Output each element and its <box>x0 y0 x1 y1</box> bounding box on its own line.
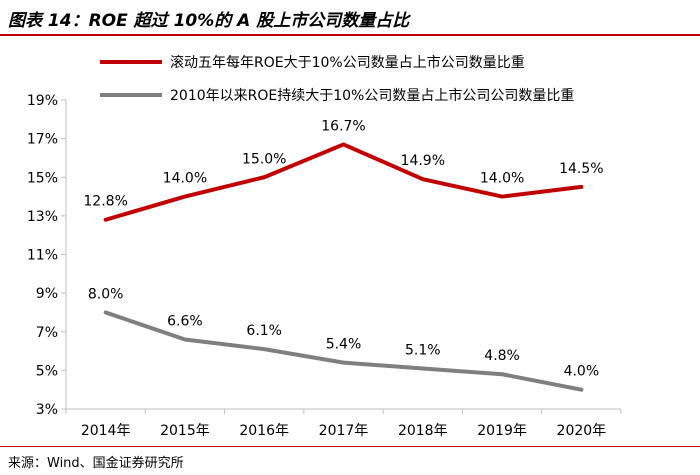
data-label: 8.0% <box>88 286 124 302</box>
data-label: 5.4% <box>326 337 362 353</box>
y-tick-label: 9% <box>36 286 58 302</box>
data-label: 5.1% <box>405 342 441 358</box>
data-label: 6.6% <box>167 313 203 329</box>
x-tick-label: 2017年 <box>319 423 369 439</box>
data-label: 14.9% <box>401 153 445 169</box>
data-label: 14.0% <box>163 171 207 187</box>
x-tick-label: 2020年 <box>557 423 607 439</box>
legend: 滚动五年每年ROE大于10%公司数量占上市公司数量比重 2010年以来ROE持续… <box>100 54 574 104</box>
data-label: 4.8% <box>484 348 520 364</box>
x-tick-label: 2018年 <box>398 423 448 439</box>
y-tick-label: 5% <box>36 363 58 379</box>
x-tick-label: 2015年 <box>160 423 210 439</box>
source-note: 来源：Wind、国金证券研究所 <box>8 456 184 471</box>
legend-label-rolling-roe: 滚动五年每年ROE大于10%公司数量占上市公司数量比重 <box>170 54 525 71</box>
data-label: 15.0% <box>242 151 286 167</box>
x-tick-label: 2016年 <box>239 423 289 439</box>
rolling-roe-line <box>103 142 584 222</box>
x-tick-label: 2019年 <box>477 423 527 439</box>
data-label: 16.7% <box>321 118 365 134</box>
y-tick-label: 19% <box>27 93 58 109</box>
title-rule <box>0 34 700 36</box>
x-tick-label: 2014年 <box>81 423 131 439</box>
legend-label-persistent-roe: 2010年以来ROE持续大于10%公司数量占上市公司公司数量比重 <box>170 87 574 104</box>
y-tick-label: 13% <box>27 209 58 225</box>
y-tick-label: 3% <box>36 402 58 418</box>
data-label: 4.0% <box>564 364 600 380</box>
persistent-roe-line <box>103 310 584 392</box>
y-tick-label: 15% <box>27 170 58 186</box>
series-lines <box>103 142 584 392</box>
x-axis-ticks: 2014年 2015年 2016年 2017年 2018年 2019年 2020年 <box>65 409 622 439</box>
y-tick-label: 11% <box>27 248 58 264</box>
data-label: 12.8% <box>83 194 127 210</box>
figure-title: 图表 14：ROE 超过 10%的 A 股上市公司数量占比 <box>8 11 410 31</box>
y-tick-label: 7% <box>36 325 58 341</box>
data-label: 6.1% <box>246 323 282 339</box>
source-rule <box>0 446 700 447</box>
data-labels: 12.8% 14.0% 15.0% 16.7% 14.9% 14.0% 14.5% 8.0% 6… <box>83 118 603 379</box>
y-tick-label: 17% <box>27 132 58 148</box>
y-axis-ticks: 3% 5% 7% 9% 11% 13% 15% 17% 19% <box>27 93 66 418</box>
data-label: 14.0% <box>480 171 524 187</box>
data-label: 14.5% <box>559 161 603 177</box>
